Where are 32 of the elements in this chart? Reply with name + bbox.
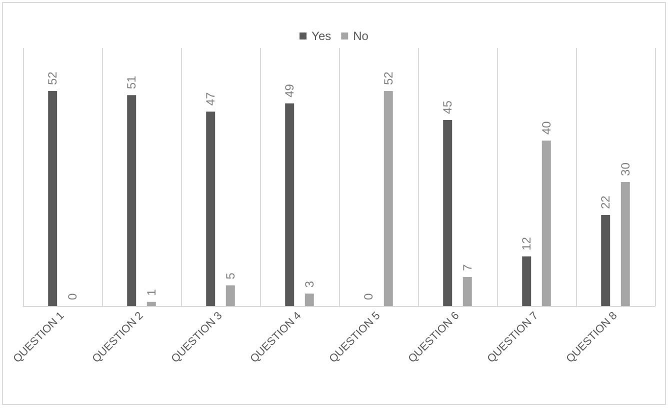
bar	[384, 91, 393, 306]
bar	[206, 112, 216, 306]
bar	[48, 91, 58, 306]
data-label: 5	[223, 272, 238, 280]
data-label: 30	[618, 162, 632, 176]
bar	[443, 120, 452, 306]
data-label: 0	[362, 293, 376, 300]
legend-label: Yes	[312, 29, 332, 43]
bar	[304, 294, 314, 306]
data-label: 52	[381, 71, 396, 85]
legend-label: No	[353, 29, 369, 43]
data-label: 0	[65, 293, 80, 300]
bar	[226, 285, 235, 306]
data-label: 3	[302, 280, 316, 288]
data-label: 49	[282, 84, 297, 98]
data-label: 1	[144, 288, 158, 296]
data-label: 7	[460, 264, 474, 272]
bar	[127, 95, 136, 306]
data-label: 40	[539, 120, 554, 135]
bar	[462, 277, 472, 306]
data-label: 45	[440, 100, 455, 114]
bar	[522, 256, 532, 306]
bar	[601, 215, 610, 306]
data-label: 52	[46, 71, 60, 85]
data-label: 12	[520, 236, 534, 250]
data-label: 22	[598, 195, 613, 210]
bar	[285, 103, 294, 306]
bar	[146, 302, 156, 306]
bar	[542, 140, 551, 306]
data-label: 47	[204, 92, 218, 106]
bar	[620, 182, 630, 306]
data-label: 51	[124, 75, 139, 90]
